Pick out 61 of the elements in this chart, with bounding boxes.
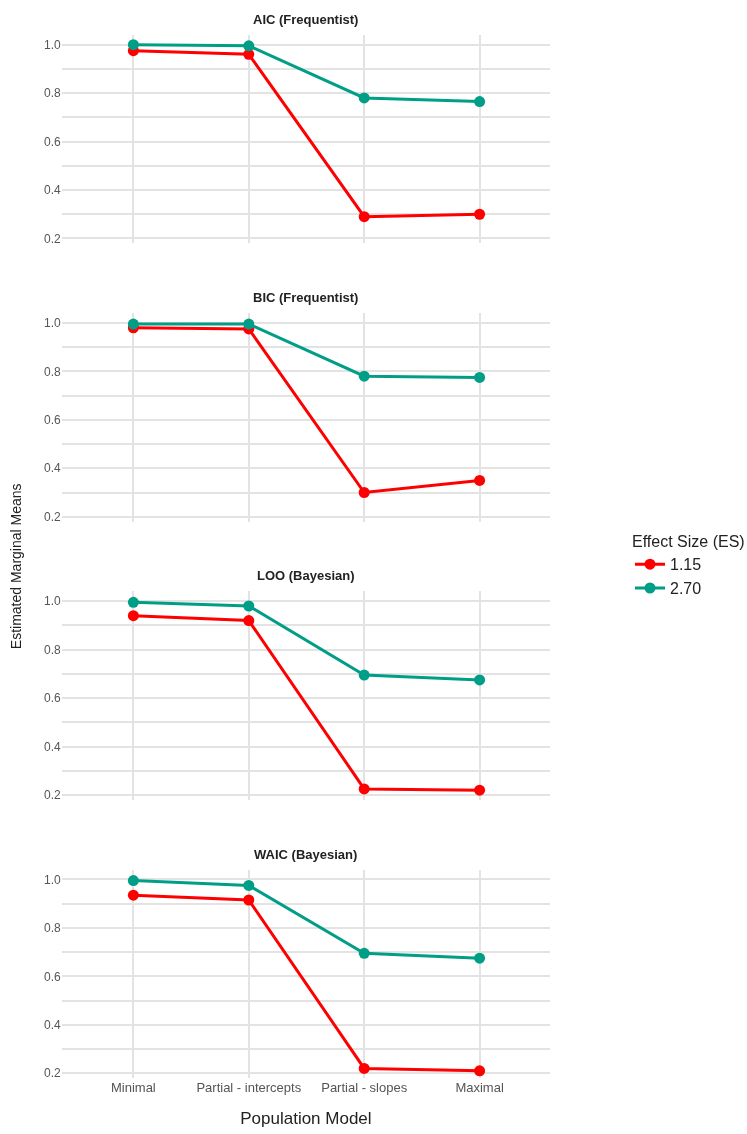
y-tick-label: 1.0 (44, 594, 62, 609)
point (474, 371, 486, 383)
y-tick-label: 0.8 (44, 921, 62, 936)
y-tick-label: 0.2 (44, 509, 62, 524)
y-tick-label: 0.2 (44, 231, 62, 246)
point (127, 875, 139, 887)
point (358, 92, 370, 104)
y-tick-label: 0.4 (44, 1017, 62, 1032)
y-axis-title: Estimated Marginal Means (8, 483, 25, 650)
y-tick-label: 0.6 (44, 413, 62, 428)
point (127, 318, 139, 330)
x-tick-label: Partial - intercepts (196, 1080, 302, 1096)
point (474, 96, 486, 108)
legend-title: Effect Size (ES) (632, 533, 745, 551)
point (127, 610, 139, 622)
y-tick-label: 0.8 (44, 86, 62, 101)
point (358, 211, 370, 223)
point (243, 879, 255, 891)
point (243, 615, 255, 627)
y-tick-label: 0.6 (44, 134, 62, 149)
y-tick-label: 0.2 (44, 788, 62, 803)
y-tick-label: 0.4 (44, 183, 62, 198)
point (358, 947, 370, 959)
chart-title: WAIC (Bayesian) (254, 847, 358, 862)
point (127, 596, 139, 608)
chart-title: AIC (Frequentist) (253, 12, 359, 27)
point (474, 784, 486, 796)
legend-label: 1.15 (670, 556, 702, 574)
y-tick-label: 0.4 (44, 461, 62, 476)
x-tick-label: Partial - slopes (321, 1080, 408, 1096)
x-axis-title: Population Model (240, 1109, 372, 1129)
point (474, 208, 486, 220)
y-tick-label: 0.8 (44, 364, 62, 379)
point (243, 600, 255, 612)
point (474, 952, 486, 964)
chart-title: BIC (Frequentist) (253, 290, 359, 305)
point (127, 889, 139, 901)
chart-title: LOO (Bayesian) (257, 568, 355, 583)
point (358, 370, 370, 382)
y-tick-label: 1.0 (44, 37, 62, 52)
point (358, 783, 370, 795)
point (358, 1062, 370, 1074)
point (358, 487, 370, 498)
point (474, 674, 486, 686)
y-tick-label: 0.4 (44, 739, 62, 754)
point (127, 39, 139, 51)
y-tick-label: 1.0 (44, 316, 62, 331)
y-tick-label: 0.6 (44, 691, 62, 706)
point (474, 474, 486, 486)
y-tick-label: 1.0 (44, 872, 62, 887)
point (358, 669, 370, 681)
x-tick-label: Minimal (110, 1080, 156, 1096)
point (243, 894, 255, 906)
y-tick-label: 0.8 (44, 642, 62, 657)
y-tick-label: 0.2 (44, 1066, 62, 1081)
point (243, 40, 255, 52)
point (474, 1065, 486, 1077)
x-tick-label: Maximal (455, 1080, 504, 1096)
y-tick-label: 0.6 (44, 969, 62, 984)
legend-label: 2.70 (670, 580, 702, 598)
point (243, 318, 255, 330)
